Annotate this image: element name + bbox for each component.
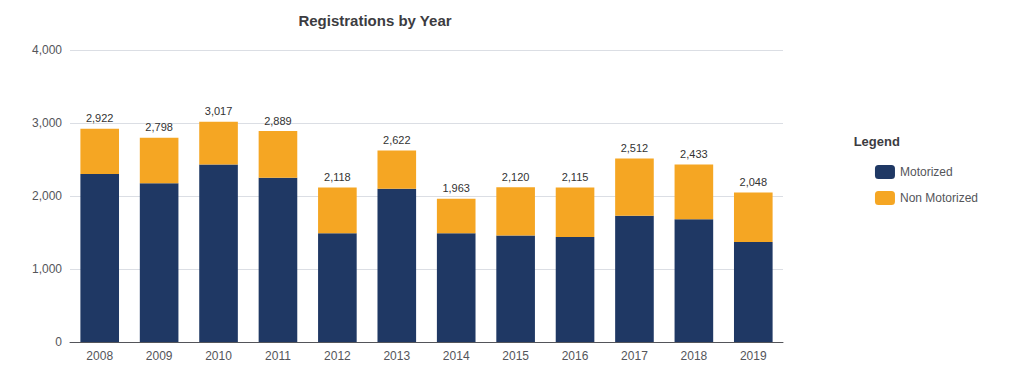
svg-text:2011: 2011	[265, 349, 291, 363]
svg-text:2012: 2012	[324, 349, 351, 363]
svg-text:2015: 2015	[502, 349, 529, 363]
svg-text:3,017: 3,017	[205, 105, 233, 117]
svg-text:2009: 2009	[146, 349, 173, 363]
svg-text:1,000: 1,000	[32, 262, 62, 276]
svg-text:2,622: 2,622	[383, 134, 411, 146]
svg-text:2,798: 2,798	[145, 121, 173, 133]
svg-text:Registrations by Year: Registrations by Year	[298, 12, 451, 29]
svg-text:2019: 2019	[740, 349, 767, 363]
svg-text:2017: 2017	[621, 349, 648, 363]
svg-text:2,120: 2,120	[502, 171, 530, 183]
svg-text:1,963: 1,963	[442, 182, 470, 194]
svg-text:4,000: 4,000	[32, 43, 62, 57]
svg-text:Motorized: Motorized	[900, 165, 953, 179]
svg-text:2,433: 2,433	[680, 148, 708, 160]
svg-text:2,048: 2,048	[740, 176, 768, 188]
svg-text:2013: 2013	[383, 349, 410, 363]
svg-text:3,000: 3,000	[32, 116, 62, 130]
svg-text:2,889: 2,889	[264, 115, 292, 127]
svg-text:Legend: Legend	[854, 134, 900, 149]
svg-text:2,000: 2,000	[32, 189, 62, 203]
svg-text:2018: 2018	[681, 349, 708, 363]
svg-text:0: 0	[55, 335, 62, 349]
svg-text:2,115: 2,115	[562, 171, 589, 183]
svg-text:2016: 2016	[562, 349, 589, 363]
svg-text:2008: 2008	[86, 349, 113, 363]
svg-text:2,512: 2,512	[621, 142, 649, 154]
svg-text:2,118: 2,118	[324, 171, 351, 183]
svg-text:Non Motorized: Non Motorized	[900, 191, 978, 205]
svg-text:2014: 2014	[443, 349, 470, 363]
svg-text:2,922: 2,922	[86, 112, 114, 124]
svg-text:2010: 2010	[205, 349, 232, 363]
